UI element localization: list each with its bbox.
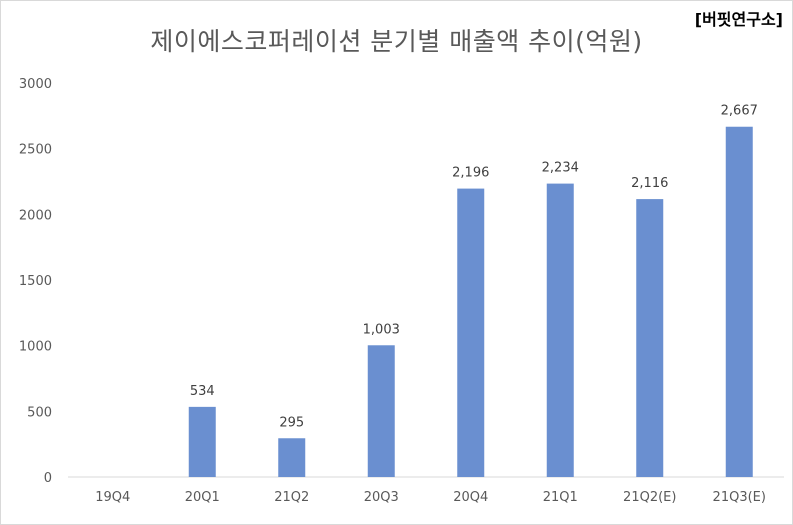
y-axis: 0 500 1000 1500 2000 2500 3000	[19, 77, 52, 486]
x-tick-label: 20Q3	[364, 490, 399, 505]
brand-label: [버핏연구소]	[694, 10, 783, 29]
bar-21q2-e	[636, 199, 664, 477]
y-tick-label: 1000	[19, 340, 52, 355]
x-tick-label: 21Q2(E)	[623, 490, 676, 505]
y-tick-label: 2000	[19, 208, 52, 223]
x-tick-label: 20Q4	[453, 490, 488, 505]
data-label: 2,116	[631, 176, 668, 191]
data-label: 534	[190, 384, 215, 399]
bars	[188, 126, 753, 478]
y-tick-label: 1500	[19, 274, 52, 289]
chart-title: 제이에스코퍼레이션 분기별 매출액 추이(억원)	[150, 27, 643, 56]
y-tick-label: 2500	[19, 143, 52, 158]
data-labels: 534 295 1,003 2,196 2,234 2,116 2,667	[190, 104, 758, 431]
bar-20q4	[457, 188, 485, 478]
bar-20q1	[188, 406, 216, 477]
bar-20q3	[367, 345, 395, 477]
x-tick-label: 21Q1	[543, 490, 578, 505]
data-label: 1,003	[363, 322, 400, 337]
y-tick-label: 0	[44, 471, 52, 486]
x-axis: 19Q4 20Q1 21Q2 20Q3 20Q4 21Q1 21Q2(E) 21Q3(E)	[68, 476, 784, 505]
x-tick-label: 21Q2	[274, 490, 309, 505]
data-label: 2,667	[721, 104, 758, 119]
x-tick-label: 19Q4	[95, 490, 130, 505]
bar-21q1	[546, 183, 574, 478]
x-tick-label: 21Q3(E)	[713, 490, 766, 505]
data-label: 2,196	[452, 166, 489, 181]
y-tick-label: 3000	[19, 77, 52, 92]
data-label: 295	[279, 415, 304, 430]
bar-21q3-e	[725, 126, 753, 477]
y-tick-label: 500	[27, 405, 52, 420]
bar-21q2	[278, 438, 306, 477]
x-tick-label: 20Q1	[185, 490, 220, 505]
data-label: 2,234	[542, 161, 579, 176]
